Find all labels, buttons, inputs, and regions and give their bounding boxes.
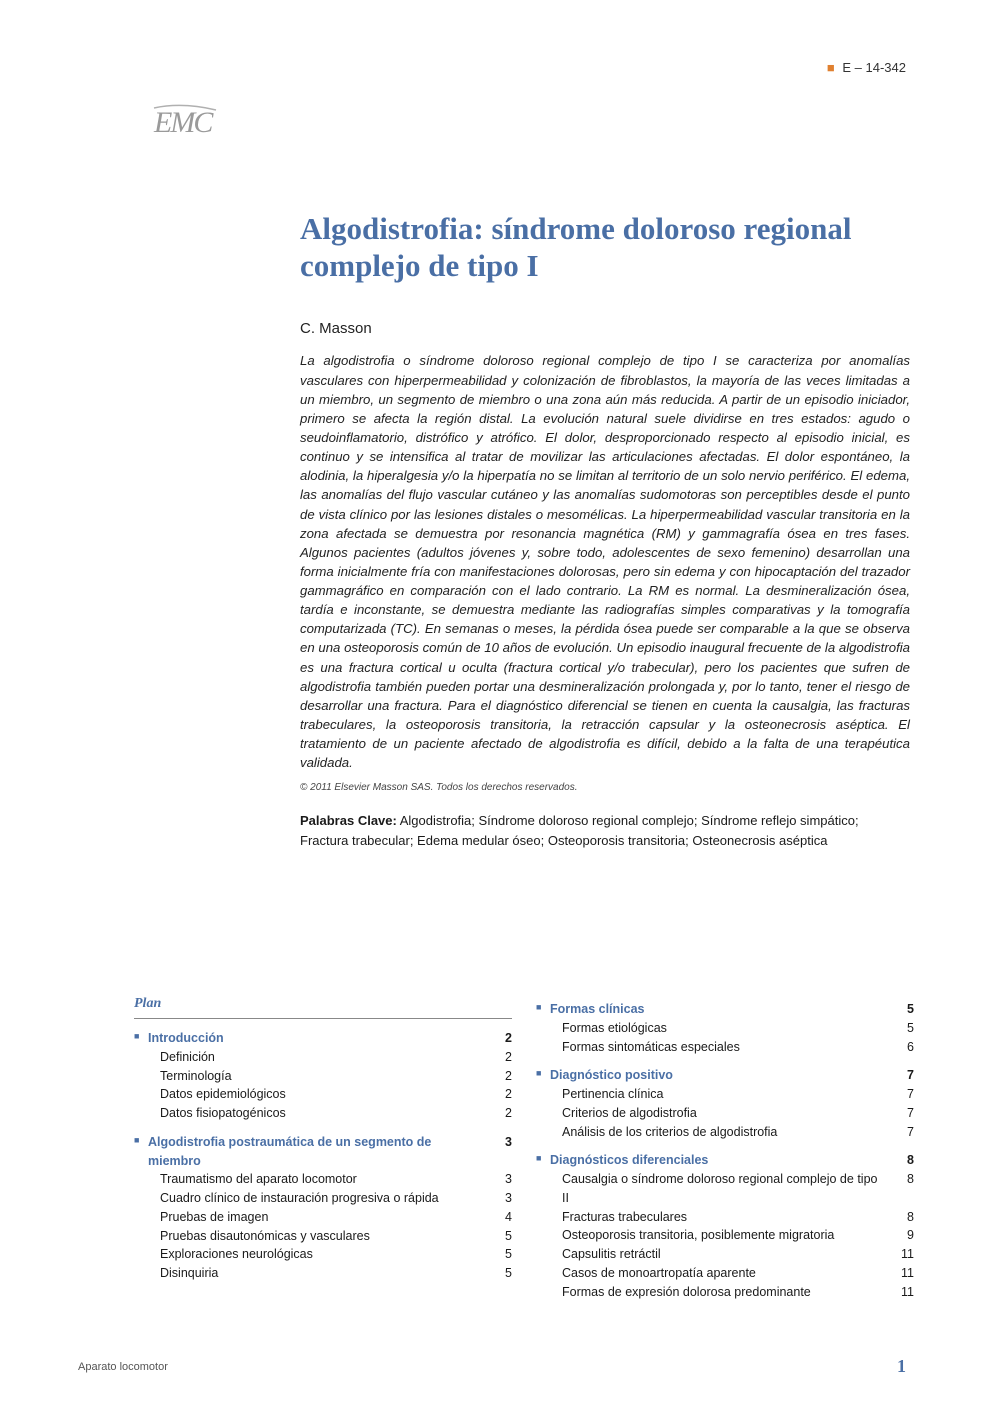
plan-item-label: Casos de monoartropatía aparente <box>536 1264 890 1283</box>
plan-item-label: Formas etiológicas <box>536 1019 890 1038</box>
plan-item-page: 5 <box>890 1019 914 1038</box>
plan-item-page: 5 <box>488 1264 512 1283</box>
plan-item-page: 7 <box>890 1085 914 1104</box>
plan-item-label: Formas clínicas <box>536 1000 890 1019</box>
plan-item: Datos fisiopatogénicos2 <box>134 1104 512 1123</box>
plan-item: Definición2 <box>134 1048 512 1067</box>
plan-item-label: Introducción <box>134 1029 488 1048</box>
plan-item-label: Algodistrofia postraumática de un segmen… <box>134 1133 488 1171</box>
plan-item-page: 4 <box>488 1208 512 1227</box>
plan-item-label: Pruebas disautonómicas y vasculares <box>134 1227 488 1246</box>
plan-item-page: 2 <box>488 1048 512 1067</box>
plan-item-label: Pruebas de imagen <box>134 1208 488 1227</box>
plan-item-page: 11 <box>890 1264 914 1283</box>
plan-item-label: Datos fisiopatogénicos <box>134 1104 488 1123</box>
plan-item-label: Osteoporosis transitoria, posiblemente m… <box>536 1226 890 1245</box>
plan-item-label: Diagnóstico positivo <box>536 1066 890 1085</box>
plan-item-page: 6 <box>890 1038 914 1057</box>
plan-item-label: Disinquiria <box>134 1264 488 1283</box>
plan-item-label: Diagnósticos diferenciales <box>536 1151 890 1170</box>
plan-item-page: 5 <box>488 1227 512 1246</box>
plan-item-page: 9 <box>890 1226 914 1245</box>
plan-item-label: Datos epidemiológicos <box>134 1085 488 1104</box>
plan-section-heading: Diagnóstico positivo7 <box>536 1066 914 1085</box>
plan-item-page: 3 <box>488 1189 512 1208</box>
page-code-text: E – 14-342 <box>842 60 906 75</box>
plan-item-label: Cuadro clínico de instauración progresiv… <box>134 1189 488 1208</box>
plan-item: Disinquiria5 <box>134 1264 512 1283</box>
plan-item: Pertinencia clínica7 <box>536 1085 914 1104</box>
plan-item-page: 11 <box>890 1245 914 1264</box>
plan-header: Plan <box>134 996 512 1019</box>
plan-item-label: Criterios de algodistrofia <box>536 1104 890 1123</box>
plan-item: Formas de expresión dolorosa predominant… <box>536 1283 914 1302</box>
plan-item-label: Formas de expresión dolorosa predominant… <box>536 1283 890 1302</box>
article-author: C. Masson <box>300 320 910 337</box>
plan-item: Formas sintomáticas especiales6 <box>536 1038 914 1057</box>
plan-item-page: 7 <box>890 1104 914 1123</box>
plan-item-page: 2 <box>488 1104 512 1123</box>
plan-item: Casos de monoartropatía aparente11 <box>536 1264 914 1283</box>
plan-item-label: Terminología <box>134 1067 488 1086</box>
plan-column-right: Formas clínicas5Formas etiológicas5Forma… <box>536 996 914 1311</box>
page-code-marker: ■ <box>827 60 835 75</box>
plan-item-page: 2 <box>488 1067 512 1086</box>
plan-item-page: 3 <box>488 1133 512 1171</box>
plan-section-heading: Algodistrofia postraumática de un segmen… <box>134 1133 512 1171</box>
plan-column-left: Plan Introducción2Definición2Terminologí… <box>134 996 512 1311</box>
footer-page-number: 1 <box>897 1356 906 1377</box>
plan-item-page: 8 <box>890 1208 914 1227</box>
plan-item: Pruebas de imagen4 <box>134 1208 512 1227</box>
article-abstract: La algodistrofia o síndrome doloroso reg… <box>300 351 910 772</box>
plan-section-heading: Diagnósticos diferenciales8 <box>536 1151 914 1170</box>
plan-item-label: Definición <box>134 1048 488 1067</box>
plan-item-label: Análisis de los criterios de algodistrof… <box>536 1123 890 1142</box>
plan-item-page: 8 <box>890 1170 914 1208</box>
article-content: Algodistrofia: síndrome doloroso regiona… <box>300 210 910 850</box>
plan-item: Capsulitis retráctil11 <box>536 1245 914 1264</box>
plan-item-label: Causalgia o síndrome doloroso regional c… <box>536 1170 890 1208</box>
keywords-label: Palabras Clave: <box>300 813 397 828</box>
plan-section-heading: Formas clínicas5 <box>536 1000 914 1019</box>
plan-section-heading: Introducción2 <box>134 1029 512 1048</box>
plan-outline: Plan Introducción2Definición2Terminologí… <box>134 996 914 1311</box>
svg-text:EMC: EMC <box>153 106 214 139</box>
plan-item-page: 7 <box>890 1066 914 1085</box>
plan-item-page: 8 <box>890 1151 914 1170</box>
plan-item: Exploraciones neurológicas5 <box>134 1245 512 1264</box>
plan-item-label: Formas sintomáticas especiales <box>536 1038 890 1057</box>
page-code: ■ E – 14-342 <box>827 60 906 75</box>
plan-item: Fracturas trabeculares8 <box>536 1208 914 1227</box>
plan-item: Pruebas disautonómicas y vasculares5 <box>134 1227 512 1246</box>
plan-item-label: Capsulitis retráctil <box>536 1245 890 1264</box>
article-title: Algodistrofia: síndrome doloroso regiona… <box>300 210 910 284</box>
plan-item-page: 5 <box>890 1000 914 1019</box>
plan-item: Traumatismo del aparato locomotor3 <box>134 1170 512 1189</box>
plan-item: Causalgia o síndrome doloroso regional c… <box>536 1170 914 1208</box>
plan-item-page: 7 <box>890 1123 914 1142</box>
plan-item: Datos epidemiológicos2 <box>134 1085 512 1104</box>
plan-item: Osteoporosis transitoria, posiblemente m… <box>536 1226 914 1245</box>
copyright-notice: © 2011 Elsevier Masson SAS. Todos los de… <box>300 782 910 793</box>
plan-item-page: 5 <box>488 1245 512 1264</box>
plan-item-label: Traumatismo del aparato locomotor <box>134 1170 488 1189</box>
plan-item-page: 2 <box>488 1085 512 1104</box>
plan-item-label: Fracturas trabeculares <box>536 1208 890 1227</box>
keywords-block: Palabras Clave: Algodistrofia; Síndrome … <box>300 811 910 850</box>
plan-item-label: Pertinencia clínica <box>536 1085 890 1104</box>
publisher-logo: EMC <box>152 96 224 144</box>
plan-item-label: Exploraciones neurológicas <box>134 1245 488 1264</box>
plan-item: Cuadro clínico de instauración progresiv… <box>134 1189 512 1208</box>
plan-item-page: 3 <box>488 1170 512 1189</box>
plan-item-page: 11 <box>890 1283 914 1302</box>
plan-item-page: 2 <box>488 1029 512 1048</box>
plan-item: Criterios de algodistrofia7 <box>536 1104 914 1123</box>
footer-journal-name: Aparato locomotor <box>78 1361 168 1373</box>
plan-item: Análisis de los criterios de algodistrof… <box>536 1123 914 1142</box>
plan-item: Formas etiológicas5 <box>536 1019 914 1038</box>
plan-item: Terminología2 <box>134 1067 512 1086</box>
